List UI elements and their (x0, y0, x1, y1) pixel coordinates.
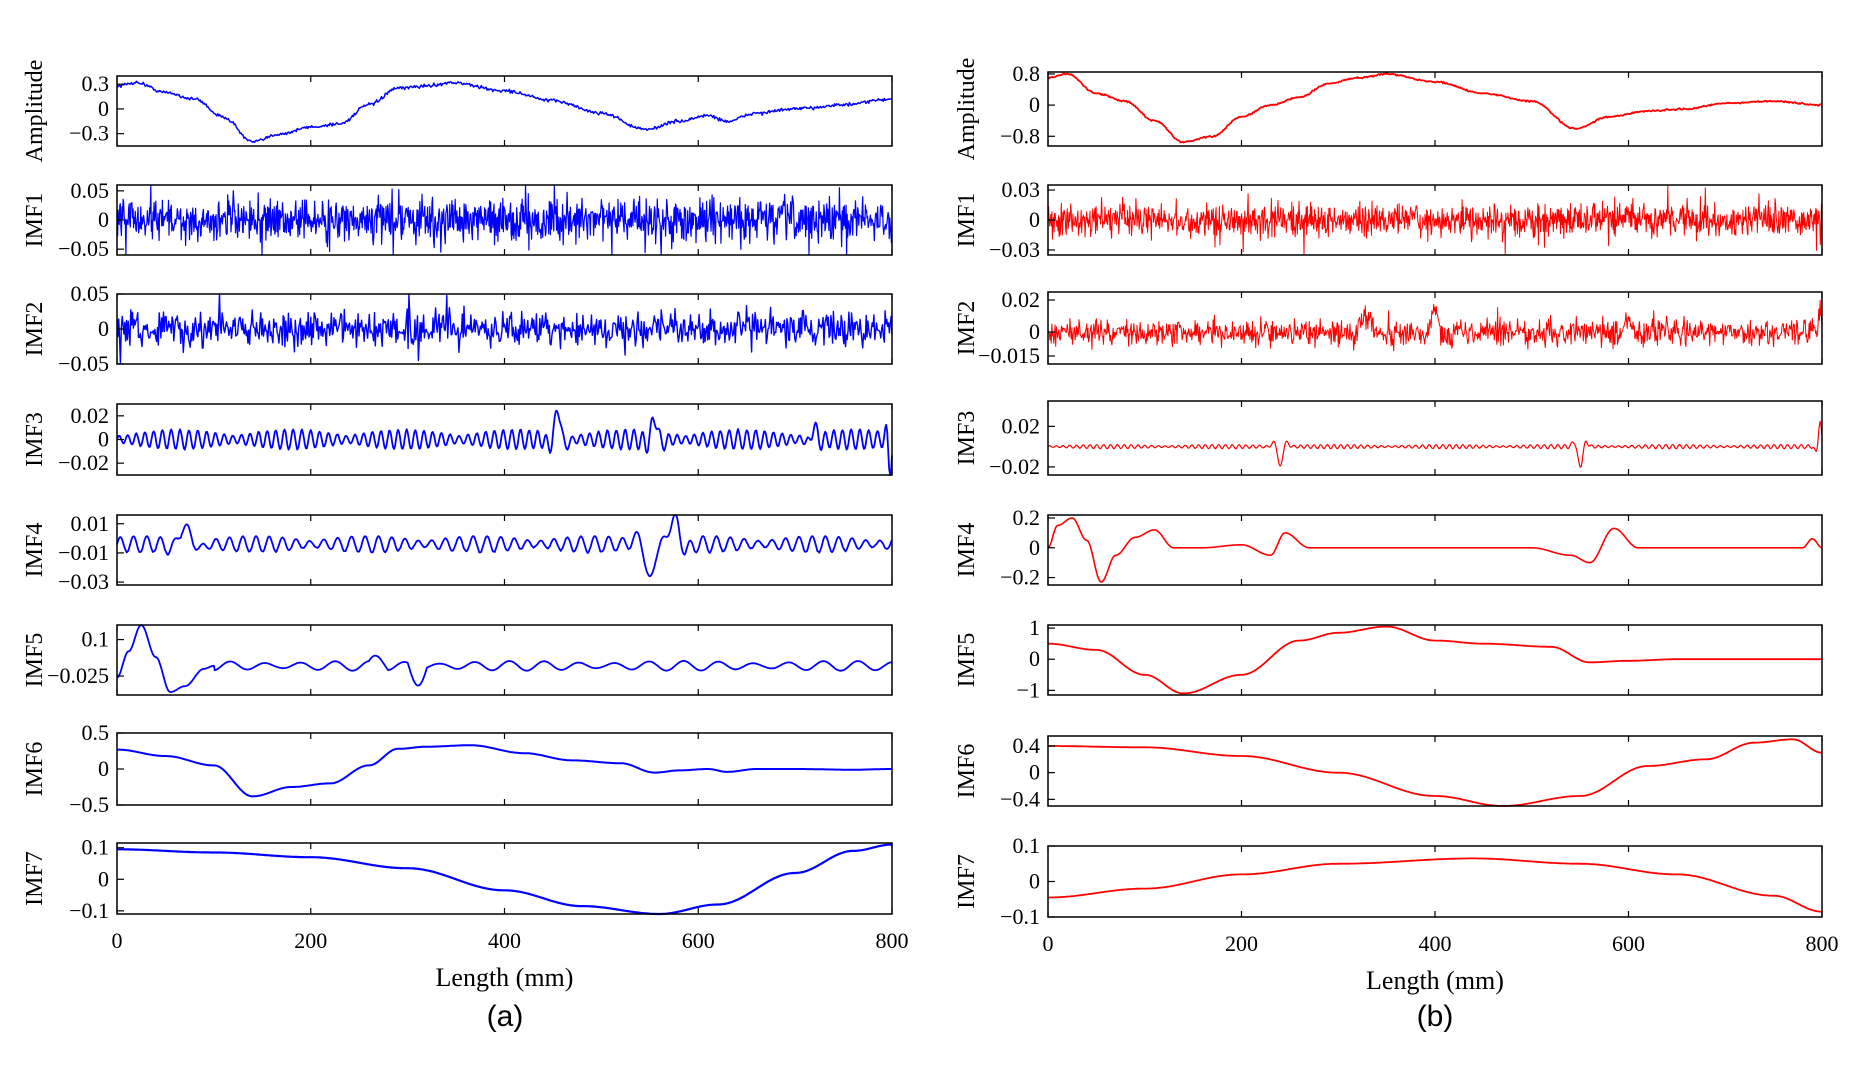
panel-a-imf7-series-line (116, 843, 893, 916)
panel-b-xlabel: Length (mm) (1366, 966, 1504, 995)
panel-b-amplitude-ytick-label: 0 (1029, 92, 1040, 117)
panel-a-imf1-ytick-label: 0 (98, 207, 109, 232)
panel-b-imf6-ylabel: IMF6 (954, 744, 980, 799)
panel-label-b: (b) (1416, 1000, 1454, 1033)
panel-a-imf2-ylabel: IMF2 (22, 302, 48, 357)
panel-b-amplitude-ylabel: Amplitude (954, 58, 980, 161)
panel-b-imf6-ytick-label: 0 (1029, 760, 1040, 785)
panel-a-imf5-ylabel: IMF5 (22, 633, 48, 688)
panel-b-imf5-ylabel: IMF5 (954, 633, 980, 688)
panel-b-imf6-series-line (1048, 738, 1823, 807)
panel-b-imf6-ytick-label: −0.4 (1000, 786, 1040, 811)
panel-a-imf2-ytick-label: 0.05 (71, 281, 110, 306)
panel-b-imf1-ylabel: IMF1 (954, 193, 980, 248)
panel-b-imf5-ytick-label: −1 (1017, 677, 1040, 702)
panel-b-xtick-label: 600 (1612, 931, 1645, 956)
panel-a-imf6-ytick-label: 0 (98, 756, 109, 781)
panel-b-imf2-ytick-label: 0 (1029, 319, 1040, 344)
panel-a-imf5-series-line (116, 624, 893, 693)
panel-a-imf5-ytick-label: 0.1 (82, 627, 110, 652)
panel-b-imf4-series-line (1047, 517, 1823, 583)
panel-b-imf7-ytick-label: 0.1 (1013, 833, 1041, 858)
panel-b-imf3-ytick-label: −0.02 (989, 454, 1040, 479)
panel-b-xtick-label: 0 (1043, 931, 1054, 956)
panel-a-amplitude-ylabel: Amplitude (22, 60, 48, 163)
panel-b-imf3-ylabel: IMF3 (954, 411, 980, 466)
panel-b-imf7-ylabel: IMF7 (954, 854, 980, 909)
panel-a-imf3-series-line (116, 409, 893, 476)
panel-b-imf4-ytick-label: 0.2 (1013, 505, 1041, 530)
panel-b-imf3-axes-frame (1047, 400, 1823, 476)
panel-a-imf6-ytick-label: −0.5 (69, 792, 109, 817)
panel-a-imf7-ytick-label: −0.1 (69, 898, 109, 923)
panel-b-imf5-series-line (1048, 625, 1822, 695)
panel-b-amplitude-series-line (1047, 72, 1823, 144)
panel-a-imf2-ytick-label: 0 (98, 316, 109, 341)
panel-a-xtick-label: 600 (682, 928, 715, 953)
panel-b-imf7-ytick-label: 0 (1029, 869, 1040, 894)
panel-a-amplitude-ytick-label: −0.3 (69, 121, 109, 146)
panel-label-a: (a) (486, 1000, 524, 1033)
panel-a-imf1-ytick-label: −0.05 (58, 236, 109, 261)
panel-a-xtick-label: 800 (876, 928, 909, 953)
panel-a-imf4-ytick-label: −0.01 (58, 540, 109, 565)
panel-a-imf7-ylabel: IMF7 (22, 851, 48, 906)
panel-b-imf4-axes-frame (1047, 514, 1823, 586)
panel-b-imf1-ytick-label: 0.03 (1002, 177, 1041, 202)
panel-b-amplitude-ytick-label: 0.8 (1013, 61, 1041, 86)
panel-a-imf2-series-line (116, 293, 893, 365)
panel-a-imf3-ytick-label: 0 (98, 427, 109, 452)
panel-b-imf4-ytick-label: −0.2 (1000, 565, 1040, 590)
panel-a-imf4-ytick-label: −0.03 (58, 569, 109, 594)
panel-b-imf1-ytick-label: −0.03 (989, 237, 1040, 262)
panel-b-imf7-ytick-label: −0.1 (1000, 904, 1040, 929)
panel-a-xtick-label: 400 (488, 928, 521, 953)
panel-a-imf7-ytick-label: 0.1 (82, 835, 110, 860)
panel-b-imf1-ytick-label: 0 (1029, 207, 1040, 232)
panel-a-xtick-label: 0 (112, 928, 123, 953)
panel-b-imf7-axes-frame (1047, 845, 1823, 918)
panel-b-imf3-series-line (1047, 420, 1823, 468)
panel-b-imf1-series-line (1047, 184, 1823, 256)
panel-a-imf1-ytick-label: 0.05 (71, 178, 110, 203)
panel-b-xtick-label: 800 (1806, 931, 1839, 956)
panel-b-imf6-ytick-label: 0.4 (1013, 733, 1041, 758)
panel-b-imf2-ytick-label: 0.02 (1002, 287, 1041, 312)
panel-b-xtick-label: 200 (1225, 931, 1258, 956)
panel-a-xtick-label: 200 (294, 928, 327, 953)
panel-a-imf5-axes-frame (116, 624, 893, 696)
panel-a-imf4-series-line (116, 514, 893, 578)
panel-a-imf4-ytick-label: 0.01 (71, 511, 110, 536)
panel-a-amplitude-ytick-label: 0.3 (82, 71, 110, 96)
panel-a-imf2-ytick-label: −0.05 (58, 351, 109, 376)
panel-b-xtick-label: 400 (1419, 931, 1452, 956)
panel-a-imf6-ylabel: IMF6 (22, 742, 48, 797)
panel-b-imf2-series-line (1047, 299, 1823, 352)
panel-a-imf4-ylabel: IMF4 (22, 523, 48, 578)
panel-a-amplitude-ytick-label: 0 (98, 96, 109, 121)
panel-a-imf3-ytick-label: 0.02 (71, 403, 110, 428)
panel-b-imf5-ytick-label: 0 (1029, 646, 1040, 671)
panel-a-imf6-series-line (117, 744, 892, 798)
panel-a-xlabel: Length (mm) (436, 963, 574, 992)
panel-a-imf6-ytick-label: 0.5 (82, 720, 110, 745)
panel-a-imf3-ytick-label: −0.02 (58, 450, 109, 475)
panel-b-imf5-ytick-label: 1 (1029, 615, 1040, 640)
panel-b-imf2-ytick-label: −0.015 (978, 343, 1040, 368)
panel-b-imf3-ytick-label: 0.02 (1002, 413, 1041, 438)
panel-b-amplitude-ytick-label: −0.8 (1000, 123, 1040, 148)
panel-a-imf4-axes-frame (116, 514, 893, 586)
panel-b-imf2-ylabel: IMF2 (954, 301, 980, 356)
panel-a-imf1-ylabel: IMF1 (22, 193, 48, 248)
panel-b-imf4-ylabel: IMF4 (954, 523, 980, 578)
panel-a-amplitude-series-line (116, 80, 893, 144)
panel-b-imf4-ytick-label: 0 (1029, 535, 1040, 560)
panel-a-imf1-series-line (116, 184, 893, 256)
panel-b-imf2-axes-frame (1047, 291, 1823, 365)
panel-b-imf7-series-line (1048, 857, 1822, 913)
panel-a-imf3-ylabel: IMF3 (22, 412, 48, 467)
panel-a-imf5-ytick-label: −0.025 (47, 663, 109, 688)
panel-a-imf7-ytick-label: 0 (98, 866, 109, 891)
